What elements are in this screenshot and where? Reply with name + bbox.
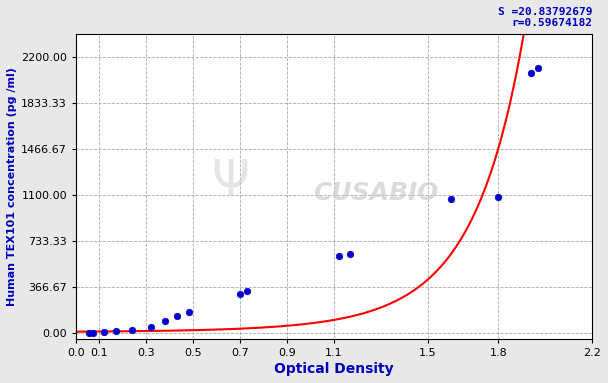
Y-axis label: Human TEX101 concentration (pg /ml): Human TEX101 concentration (pg /ml) (7, 67, 17, 306)
Point (446, 196, 456, 202)
Point (527, 70, 536, 76)
Point (161, 318, 170, 324)
Point (235, 291, 245, 298)
Point (88, 329, 98, 336)
Point (533, 65, 543, 71)
Point (146, 324, 156, 330)
Text: Ψ: Ψ (212, 157, 250, 205)
Point (334, 253, 344, 259)
Point (128, 327, 137, 333)
Point (494, 194, 503, 200)
Point (345, 250, 355, 257)
Point (111, 328, 121, 334)
Point (99, 329, 109, 335)
Point (85, 329, 94, 336)
Point (184, 309, 193, 315)
X-axis label: Optical Density: Optical Density (274, 362, 394, 376)
Point (243, 288, 252, 294)
Point (172, 313, 182, 319)
Text: CUSABIO: CUSABIO (313, 181, 438, 205)
Text: S =20.83792679
r=0.59674182: S =20.83792679 r=0.59674182 (497, 7, 592, 28)
